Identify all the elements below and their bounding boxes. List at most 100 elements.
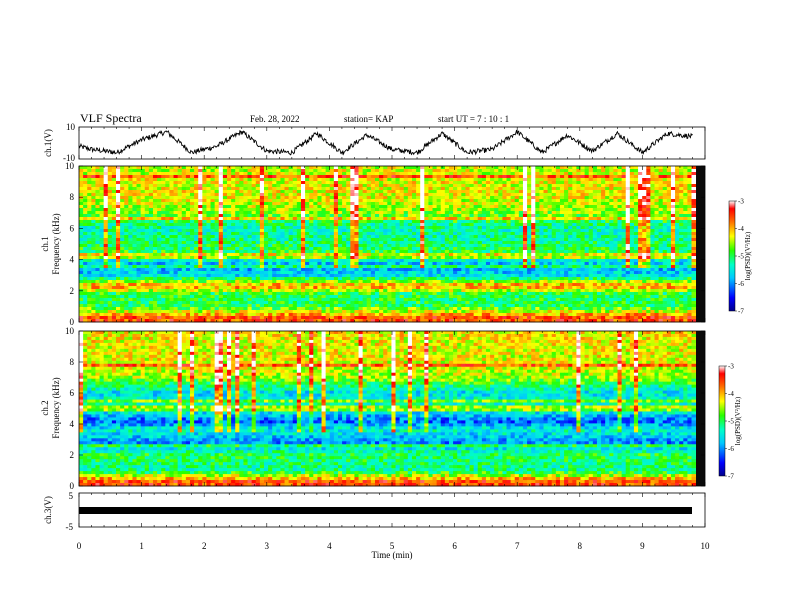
- spectrogram-cell: [292, 220, 298, 224]
- spectrogram-cell: [617, 220, 623, 224]
- spectrogram-cell: [679, 196, 684, 200]
- spectrogram-cell: [576, 223, 581, 227]
- spectrogram-cell: [436, 256, 442, 260]
- spectrogram-cell: [564, 172, 569, 176]
- spectrogram-cell: [481, 244, 487, 248]
- spectrogram-cell: [140, 199, 146, 203]
- spectrogram-cell: [592, 241, 598, 245]
- spectrogram-cell: [157, 244, 162, 248]
- spectrogram-cell: [83, 229, 88, 233]
- spectrogram-cell: [83, 259, 88, 263]
- date-label: Feb. 28, 2022: [250, 114, 300, 124]
- spectrogram-cell: [522, 259, 528, 263]
- spectrogram-cell: [226, 214, 232, 218]
- spectrogram-cell: [502, 211, 507, 215]
- spectrogram-cell: [354, 205, 359, 209]
- spectrogram-cell: [654, 190, 660, 194]
- spectrogram-cell: [272, 262, 277, 266]
- spectrogram-cell: [629, 175, 635, 179]
- spectrogram-cell: [461, 256, 466, 260]
- spectrogram-cell: [633, 181, 639, 185]
- spectrogram-cell: [169, 166, 174, 170]
- spectrogram-cell: [91, 214, 96, 218]
- spectrogram-cell: [243, 235, 248, 239]
- spectrogram-cell: [144, 229, 150, 233]
- spectrogram-cell: [300, 253, 306, 257]
- spectrogram-cell: [399, 226, 405, 230]
- spectrogram-cell: [444, 211, 450, 215]
- spectrogram-cell: [543, 220, 549, 224]
- spectrogram-cell: [683, 184, 688, 188]
- spectrogram-cell: [189, 217, 195, 221]
- spectrogram-cell: [662, 211, 668, 215]
- spectrogram-cell: [670, 235, 676, 239]
- spectrogram-cell: [206, 169, 211, 173]
- spectrogram-cell: [555, 232, 561, 236]
- spectrogram-cell: [107, 241, 113, 245]
- spectrogram-cell: [420, 196, 425, 200]
- spectrogram-cell: [691, 196, 697, 200]
- spectrogram-cell: [116, 184, 121, 188]
- spectrogram-cell: [136, 211, 142, 215]
- spectrogram-cell: [473, 199, 479, 203]
- spectrogram-cell: [453, 244, 458, 248]
- spectrogram-cell: [214, 187, 220, 191]
- spectrogram-cell: [181, 262, 187, 266]
- spectrogram-cell: [473, 220, 479, 224]
- spectrogram-cell: [132, 235, 137, 239]
- spectrogram-cell: [514, 241, 520, 245]
- spectrogram-cell: [128, 232, 133, 236]
- spectrogram-cell: [580, 208, 586, 212]
- spectrogram-cell: [313, 178, 318, 182]
- spectrogram-cell: [116, 226, 121, 230]
- spectrogram-cell: [670, 232, 676, 236]
- spectrogram-cell: [321, 184, 327, 188]
- spectrogram-cell: [383, 202, 388, 206]
- spectrogram-cell: [679, 256, 684, 260]
- spectrogram-cell: [379, 262, 384, 266]
- spectrogram-cell: [325, 175, 331, 179]
- spectrogram-cell: [510, 223, 516, 227]
- spectrogram-cell: [675, 205, 680, 209]
- spectrogram-cell: [416, 196, 421, 200]
- spectrogram-cell: [617, 244, 623, 248]
- spectrogram-cell: [288, 172, 294, 176]
- spectrogram-cell: [218, 217, 224, 221]
- spectrogram-cell: [564, 253, 569, 257]
- spectrogram-cell: [370, 196, 376, 200]
- spectrogram-cell: [527, 223, 532, 227]
- spectrogram-cell: [157, 250, 162, 254]
- spectrogram-cell: [165, 235, 170, 239]
- spectrogram-cell: [87, 238, 92, 242]
- spectrogram-cell: [588, 196, 594, 200]
- spectrogram-cell: [510, 199, 516, 203]
- spectrogram-cell: [514, 232, 520, 236]
- spectrogram-cell: [120, 229, 125, 233]
- spectrogram-cell: [124, 178, 129, 182]
- spectrogram-cell: [633, 247, 639, 251]
- spectrogram-cell: [428, 256, 433, 260]
- spectrogram-cell: [691, 187, 697, 191]
- spectrogram-cell: [535, 256, 540, 260]
- spectrogram-cell: [424, 214, 429, 218]
- spectrogram-cell: [181, 193, 187, 197]
- spectrogram-cell: [387, 178, 392, 182]
- spectrogram-cell: [440, 172, 446, 176]
- spectrogram-cell: [551, 244, 557, 248]
- spectrogram-cell: [206, 190, 211, 194]
- spectrogram-cell: [300, 259, 306, 263]
- spectrogram-cell: [559, 220, 565, 224]
- spectrogram-cell: [103, 181, 109, 185]
- spectrogram-cell: [140, 181, 146, 185]
- spectrogram-cell: [379, 202, 384, 206]
- spectrogram-cell: [518, 223, 524, 227]
- spectrogram-cell: [128, 208, 133, 212]
- spectrogram-cell: [107, 187, 113, 191]
- spectrogram-cell: [527, 193, 532, 197]
- spectrogram-cell: [411, 238, 417, 242]
- spectrogram-cell: [276, 232, 281, 236]
- spectrogram-cell: [198, 187, 203, 191]
- spectrogram-cell: [263, 184, 269, 188]
- spectrogram-cell: [596, 241, 602, 245]
- spectrogram-cell: [675, 250, 680, 254]
